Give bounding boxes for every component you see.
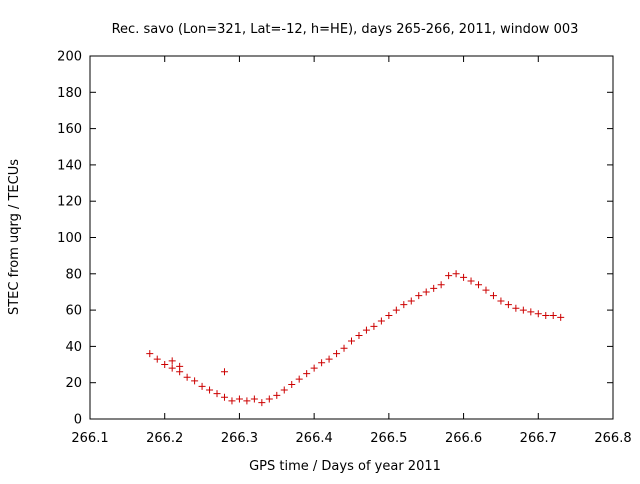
- x-tick-label: 266.7: [520, 431, 557, 446]
- data-point: [422, 288, 430, 296]
- y-axis-label: STEC from uqrg / TECUs: [7, 159, 22, 315]
- data-point: [549, 312, 557, 320]
- data-point: [213, 390, 221, 398]
- data-point: [504, 301, 512, 309]
- x-tick-label: 266.8: [594, 431, 631, 446]
- data-point: [519, 306, 527, 314]
- y-tick-label: 180: [57, 86, 82, 101]
- y-tick-label: 80: [65, 267, 82, 282]
- data-point: [542, 312, 550, 320]
- chart-title: Rec. savo (Lon=321, Lat=-12, h=HE), days…: [112, 22, 579, 37]
- data-point: [176, 362, 184, 370]
- data-point: [303, 370, 311, 378]
- y-tick-label: 140: [57, 158, 82, 173]
- data-point: [183, 373, 191, 381]
- y-tick-label: 40: [65, 340, 82, 355]
- x-tick-label: 266.3: [221, 431, 258, 446]
- data-point: [198, 382, 206, 390]
- data-point: [288, 381, 296, 389]
- data-point: [325, 355, 333, 363]
- data-point: [430, 284, 438, 292]
- data-point: [235, 395, 243, 403]
- y-tick-labels: 0 20 40 60 80 100 120 140 160 180 200: [57, 50, 82, 428]
- y-tick-label: 0: [74, 413, 82, 428]
- data-point: [273, 391, 281, 399]
- data-point: [512, 304, 520, 312]
- data-point: [206, 386, 214, 394]
- x-tick-label: 266.4: [296, 431, 333, 446]
- data-point: [415, 292, 423, 300]
- data-point: [527, 308, 535, 316]
- data-point: [228, 397, 236, 405]
- y-tick-label: 160: [57, 122, 82, 137]
- data-point: [460, 273, 468, 281]
- data-point: [400, 301, 408, 309]
- data-point: [467, 277, 475, 285]
- data-point: [250, 395, 258, 403]
- data-point: [385, 312, 393, 320]
- data-point: [557, 313, 565, 321]
- x-tick-label: 266.1: [71, 431, 108, 446]
- data-point: [489, 292, 497, 300]
- data-point: [392, 306, 400, 314]
- data-point: [407, 297, 415, 305]
- y-tick-label: 20: [65, 376, 82, 391]
- data-point: [161, 361, 169, 369]
- data-point: [482, 286, 490, 294]
- data-point: [452, 270, 460, 278]
- data-point: [310, 364, 318, 372]
- data-point: [168, 364, 176, 372]
- data-point: [220, 393, 228, 401]
- data-point: [318, 359, 326, 367]
- plot-frame: [89, 55, 614, 420]
- data-points: [146, 270, 565, 407]
- axis-ticks: [89, 55, 614, 420]
- data-point: [265, 395, 273, 403]
- data-point: [243, 397, 251, 405]
- data-point: [437, 281, 445, 289]
- data-point: [153, 355, 161, 363]
- y-tick-label: 120: [57, 195, 82, 210]
- data-point: [191, 377, 199, 385]
- data-point: [168, 357, 176, 365]
- data-point: [280, 386, 288, 394]
- data-point: [362, 326, 370, 334]
- x-tick-labels: 266.1 266.2 266.3 266.4 266.5 266.6 266.7 266.8: [71, 431, 631, 446]
- data-point: [534, 310, 542, 318]
- y-tick-label: 100: [57, 231, 82, 246]
- data-point: [258, 399, 266, 407]
- x-tick-label: 266.5: [370, 431, 407, 446]
- data-point: [475, 281, 483, 289]
- data-point: [370, 322, 378, 330]
- data-point: [220, 368, 228, 376]
- x-tick-label: 266.6: [445, 431, 482, 446]
- data-point: [445, 272, 453, 280]
- y-tick-label: 200: [57, 50, 82, 65]
- data-point: [146, 350, 154, 358]
- data-point: [497, 297, 505, 305]
- x-axis-label: GPS time / Days of year 2011: [249, 459, 441, 474]
- data-point: [348, 337, 355, 345]
- data-point: [377, 317, 385, 325]
- data-point: [295, 375, 303, 383]
- x-tick-label: 266.2: [146, 431, 183, 446]
- data-point: [333, 350, 341, 358]
- data-point: [340, 344, 348, 352]
- y-tick-label: 60: [65, 304, 82, 319]
- data-point: [355, 332, 363, 340]
